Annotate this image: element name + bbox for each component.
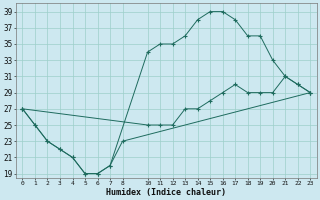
X-axis label: Humidex (Indice chaleur): Humidex (Indice chaleur) <box>106 188 226 197</box>
